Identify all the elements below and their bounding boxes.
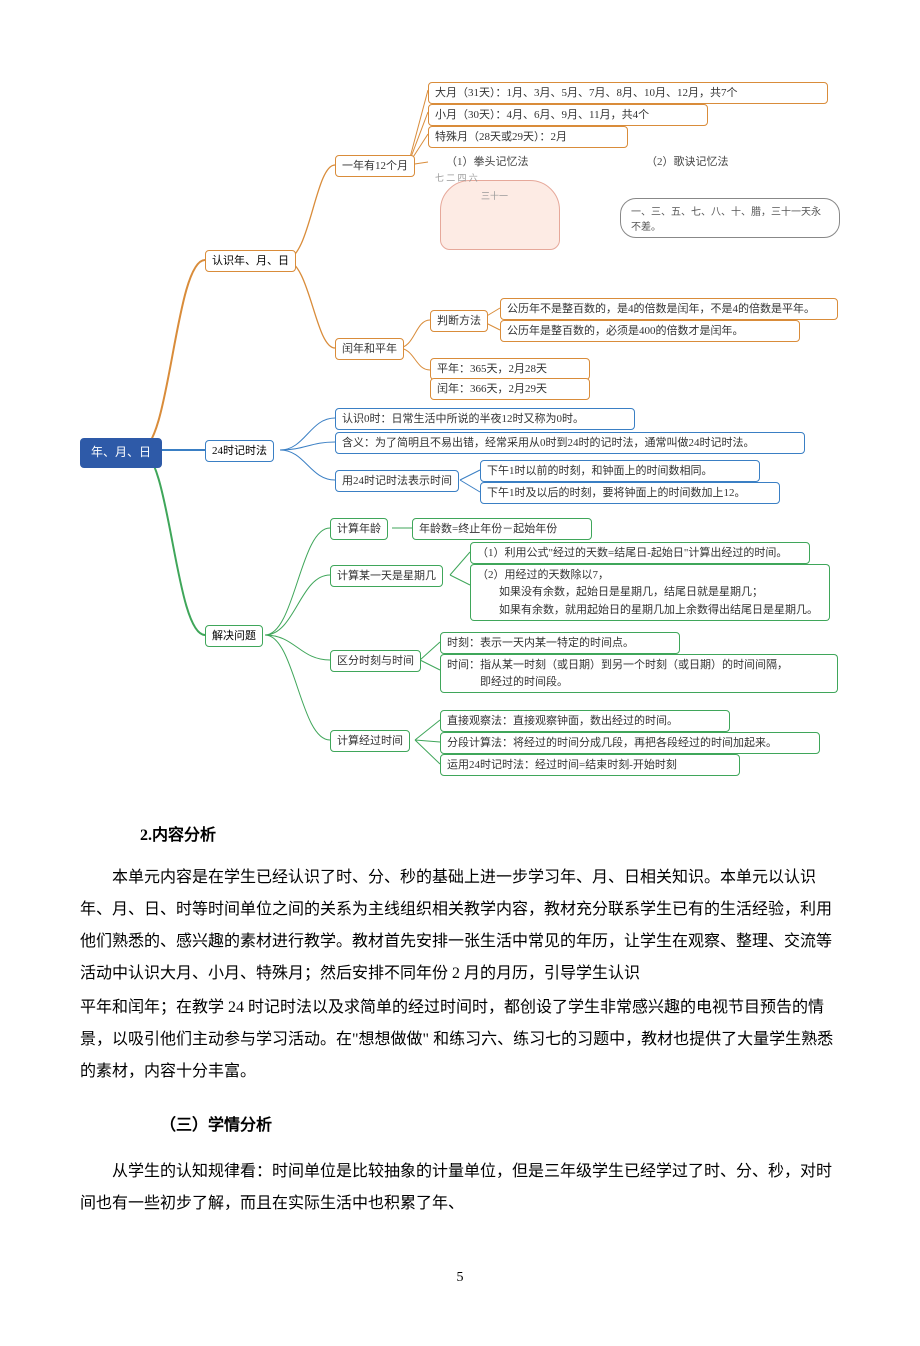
leaf-run: 闰年：366天，2月29天 xyxy=(430,378,590,400)
leaf-age-formula: 年龄数=终止年份－起始年份 xyxy=(412,518,592,540)
leaf-special-month: 特殊月（28天或29天）：2月 xyxy=(428,126,628,148)
branch-solve[interactable]: 解决问题 xyxy=(205,625,263,647)
leaf-exp2: 下午1时及以后的时刻，要将钟面上的时间数加上12。 xyxy=(480,482,780,504)
para-2: 平年和闰年；在教学 24 时记时法以及求简单的经过时间时，都创设了学生非常感兴趣… xyxy=(80,992,840,1088)
node-twelve[interactable]: 一年有12个月 xyxy=(335,155,415,177)
page-number: 5 xyxy=(80,1270,840,1286)
branch-know[interactable]: 认识年、月、日 xyxy=(205,250,296,272)
mindmap: 年、月、日 认识年、月、日 24时记时法 解决问题 一年有12个月 大月（31天… xyxy=(80,80,840,800)
leaf-small-month: 小月（30天）：4月、6月、9月、11月，共4个 xyxy=(428,104,708,126)
branch-24h[interactable]: 24时记时法 xyxy=(205,440,274,462)
document-body: 2.内容分析 本单元内容是在学生已经认识了时、分、秒的基础上进一步学习年、月、日… xyxy=(80,820,840,1220)
leaf-big-month: 大月（31天）：1月、3月、5月、7月、8月、10月、12月，共7个 xyxy=(428,82,828,104)
leaf-rule1: 公历年不是整百数的，是4的倍数是闰年，不是4的倍数是平年。 xyxy=(500,298,838,320)
leaf-ping: 平年：365天，2月28天 xyxy=(430,358,590,380)
node-age[interactable]: 计算年龄 xyxy=(330,518,388,540)
leaf-rule2: 公历年是整百数的，必须是400的倍数才是闰年。 xyxy=(500,320,800,342)
leaf-el1: 直接观察法：直接观察钟面，数出经过的时间。 xyxy=(440,710,730,732)
leaf-method2: （2）歌诀记忆法 xyxy=(640,152,735,172)
node-judge[interactable]: 判断方法 xyxy=(430,310,488,332)
leaf-zero: 认识0时：日常生活中所说的半夜12时又称为0时。 xyxy=(335,408,635,430)
node-weekday[interactable]: 计算某一天是星期几 xyxy=(330,565,443,587)
leaf-el2: 分段计算法：将经过的时间分成几段，再把各段经过的时间加起来。 xyxy=(440,732,820,754)
fist-text: 七 二 四 六 xyxy=(435,171,478,184)
node-leap[interactable]: 闰年和平年 xyxy=(335,338,404,360)
leaf-diff1: 时刻：表示一天内某一特定的时间点。 xyxy=(440,632,680,654)
song-box: 一、三、五、七、八、十、腊，三十一天永不差。 xyxy=(620,198,840,238)
node-diff[interactable]: 区分时刻与时间 xyxy=(330,650,421,672)
heading-students: （三）学情分析 xyxy=(160,1110,840,1142)
leaf-wk4: 如果有余数，就用起始日的星期几加上余数得出结尾日是星期几。 xyxy=(470,600,830,621)
leaf-method1: （1）拳头记忆法 xyxy=(440,152,535,172)
leaf-diff3: 即经过的时间段。 xyxy=(440,672,838,693)
root-node[interactable]: 年、月、日 xyxy=(80,438,162,468)
heading-content: 2.内容分析 xyxy=(140,820,840,852)
fist-text2: 三十一 xyxy=(481,189,508,202)
leaf-wk1: （1）利用公式"经过的天数=结尾日-起始日"计算出经过的时间。 xyxy=(470,542,810,564)
leaf-meaning: 含义：为了简明且不易出错，经常采用从0时到24时的记时法，通常叫做24时记时法。 xyxy=(335,432,805,454)
para-3: 从学生的认知规律看：时间单位是比较抽象的计量单位，但是三年级学生已经学过了时、分… xyxy=(80,1156,840,1220)
leaf-el3: 运用24时记时法：经过时间=结束时刻-开始时刻 xyxy=(440,754,740,776)
node-elapsed[interactable]: 计算经过时间 xyxy=(330,730,410,752)
leaf-exp1: 下午1时以前的时刻，和钟面上的时间数相同。 xyxy=(480,460,760,482)
para-1: 本单元内容是在学生已经认识了时、分、秒的基础上进一步学习年、月、日相关知识。本单… xyxy=(80,862,840,990)
fist-illustration: 七 二 四 六 三十一 xyxy=(440,180,560,250)
node-express[interactable]: 用24时记时法表示时间 xyxy=(335,470,459,492)
